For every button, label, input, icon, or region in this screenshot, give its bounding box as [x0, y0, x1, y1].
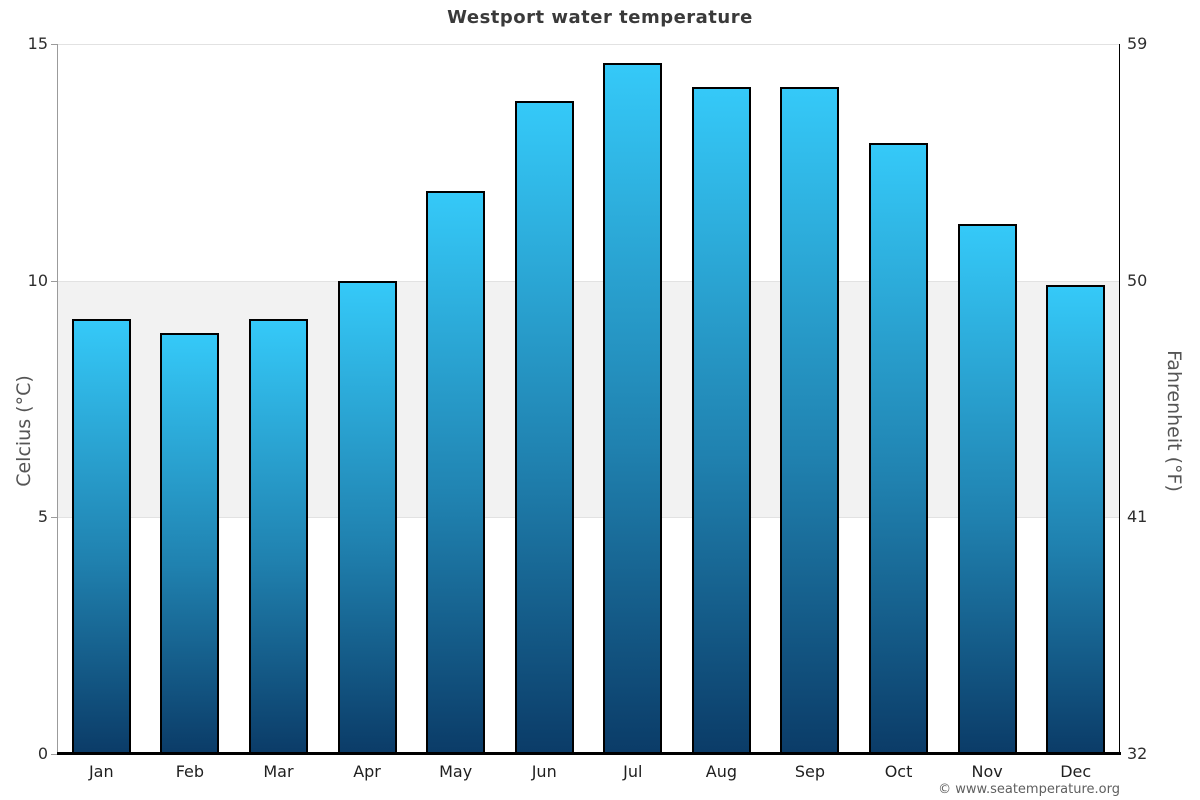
bar-aug[interactable] — [691, 86, 751, 754]
x-label-may: May — [439, 762, 473, 781]
bar-jul[interactable] — [603, 62, 663, 754]
x-label-jan: Jan — [88, 762, 114, 781]
left-tick-label-15: 15 — [27, 34, 48, 53]
copyright-text: © www.seatemperature.org — [938, 782, 1120, 797]
right-tick-label-50: 50 — [1127, 270, 1148, 290]
shaded-band-5-10 — [57, 280, 1120, 518]
bar-oct[interactable] — [869, 143, 929, 754]
right-tick-label-41: 41 — [1127, 507, 1148, 527]
bar-jun[interactable] — [514, 100, 574, 754]
gridline-5 — [57, 517, 1120, 519]
x-label-apr: Apr — [353, 762, 381, 781]
left-tick-mark-15 — [51, 44, 57, 45]
x-label-jun: Jun — [531, 762, 557, 781]
left-tick-label-10: 10 — [27, 270, 48, 290]
bar-jan[interactable] — [71, 318, 131, 754]
x-axis-line — [57, 752, 1121, 755]
bar-mar[interactable] — [248, 318, 308, 754]
right-tick-label-59: 59 — [1127, 34, 1148, 53]
bar-feb[interactable] — [160, 332, 220, 754]
bar-dec[interactable] — [1046, 285, 1106, 754]
left-tick-mark-5 — [51, 517, 57, 519]
chart-title: Westport water temperature — [447, 7, 753, 28]
right-axis-line — [1119, 44, 1120, 754]
left-tick-label-0: 0 — [37, 744, 48, 763]
x-label-dec: Dec — [1060, 762, 1092, 781]
bar-nov[interactable] — [957, 223, 1017, 754]
gridline-15 — [57, 44, 1120, 45]
bar-sep[interactable] — [780, 86, 840, 754]
plot-area — [57, 44, 1120, 754]
bar-may[interactable] — [426, 190, 486, 754]
x-label-nov: Nov — [971, 762, 1003, 781]
x-label-sep: Sep — [794, 762, 826, 781]
left-tick-mark-10 — [51, 280, 57, 282]
x-label-mar: Mar — [263, 762, 294, 781]
left-tick-label-5: 5 — [37, 507, 48, 527]
gridline-10 — [57, 280, 1120, 282]
x-label-feb: Feb — [175, 762, 205, 781]
x-label-oct: Oct — [884, 762, 913, 781]
x-label-jul: Jul — [623, 762, 643, 781]
right-axis-title: Fahrenheit (°F) — [1163, 350, 1185, 492]
bar-apr[interactable] — [337, 280, 397, 754]
left-axis-line — [57, 44, 58, 754]
left-tick-mark-0 — [51, 754, 57, 755]
right-tick-label-32: 32 — [1127, 744, 1148, 763]
x-label-aug: Aug — [705, 762, 737, 781]
